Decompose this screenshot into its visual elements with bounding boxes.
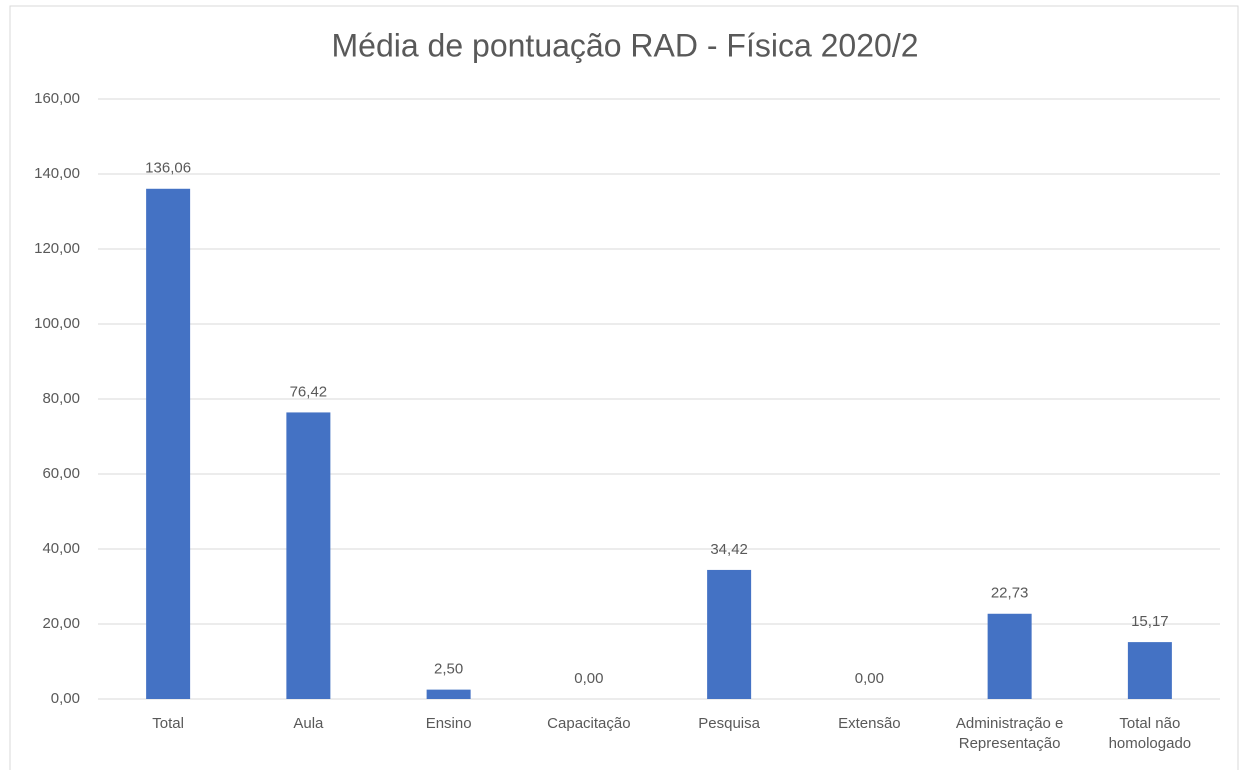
y-tick-label: 100,00	[34, 315, 80, 332]
y-tick-label: 120,00	[34, 240, 80, 257]
x-tick-label: Pesquisa	[698, 715, 760, 732]
bar	[146, 188, 191, 699]
y-tick-label: 80,00	[42, 390, 80, 407]
bar	[426, 689, 471, 699]
data-label: 0,00	[574, 670, 603, 687]
y-tick-label: 140,00	[34, 165, 80, 182]
x-tick-label: Total	[152, 715, 184, 732]
bar	[987, 613, 1032, 699]
y-tick-label: 60,00	[42, 465, 80, 482]
y-tick-label: 0,00	[51, 690, 80, 707]
x-tick-label: Extensão	[838, 715, 901, 732]
data-label: 76,42	[290, 383, 328, 400]
x-tick-label: Total não homologado	[1108, 715, 1192, 752]
y-tick-label: 40,00	[42, 540, 80, 557]
y-tick-label: 160,00	[34, 90, 80, 107]
data-label: 2,50	[434, 661, 463, 678]
bar	[1127, 642, 1172, 699]
data-label: 34,42	[710, 541, 748, 558]
data-label: 22,73	[991, 585, 1029, 602]
x-tick-label: Administração e Representação	[955, 715, 1064, 752]
x-tick-label: Ensino	[425, 715, 472, 732]
data-label: 0,00	[855, 670, 884, 687]
chart-title: Média de pontuação RAD - Física 2020/2	[332, 27, 919, 63]
chart-border	[9, 5, 1239, 770]
bar	[707, 569, 752, 699]
x-tick-label: Capacitação	[547, 715, 631, 732]
bar	[286, 412, 331, 699]
y-tick-label: 20,00	[42, 615, 80, 632]
data-label: 136,06	[145, 160, 191, 177]
data-label: 15,17	[1131, 613, 1169, 630]
x-tick-label: Aula	[293, 715, 324, 732]
